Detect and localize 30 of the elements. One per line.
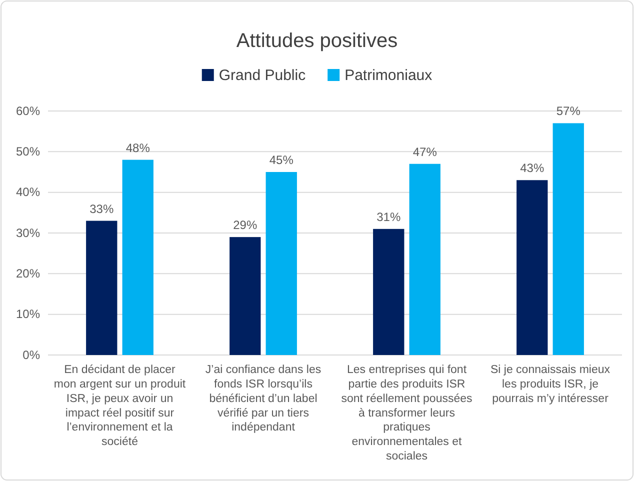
y-tick-label: 40%: [16, 185, 40, 200]
x-tick-label: Si je connaissais mieux les produits ISR, je pourrais m’y intéresser: [490, 364, 610, 405]
bar: [266, 172, 297, 355]
y-tick-label: 20%: [16, 266, 40, 281]
data-label: 31%: [376, 210, 401, 224]
data-label: 57%: [556, 104, 581, 118]
bar: [409, 164, 440, 355]
legend-label: Grand Public: [218, 67, 306, 84]
legend-label: Patrimoniaux: [344, 67, 433, 84]
y-tick-label: 50%: [16, 144, 40, 159]
bar: [122, 160, 154, 355]
bar: [373, 228, 404, 355]
data-label: 33%: [90, 202, 114, 216]
y-tick-label: 60%: [16, 104, 40, 118]
chart-title: Attitudes positives: [236, 30, 398, 52]
x-tick-label: Les entreprises qui font partie des produits ISR sont réellement poussées à transformer leurs pratiques environnementales et sociales: [341, 364, 473, 462]
x-tick-label: J’ai confiance dans les fonds ISR lorsqu’ils bénéficient d’un label vérifié par un tiers indépendant: [205, 364, 322, 434]
data-label: 47%: [412, 144, 438, 159]
y-tick-label: 10%: [16, 307, 40, 322]
y-tick-label: 0%: [22, 348, 40, 362]
bar: [86, 220, 118, 355]
data-label: 29%: [233, 218, 258, 232]
bar: [552, 123, 584, 355]
data-label: 45%: [269, 153, 294, 167]
bar: [516, 180, 548, 355]
data-label: 48%: [126, 140, 150, 155]
x-tick-label: En décidant de placer mon argent sur un produit ISR, je peux avoir un impact réel positif sur l’environnement et la société: [54, 364, 186, 448]
y-tick-label: 30%: [16, 226, 40, 240]
data-label: 43%: [520, 161, 544, 176]
bar: [230, 237, 261, 355]
